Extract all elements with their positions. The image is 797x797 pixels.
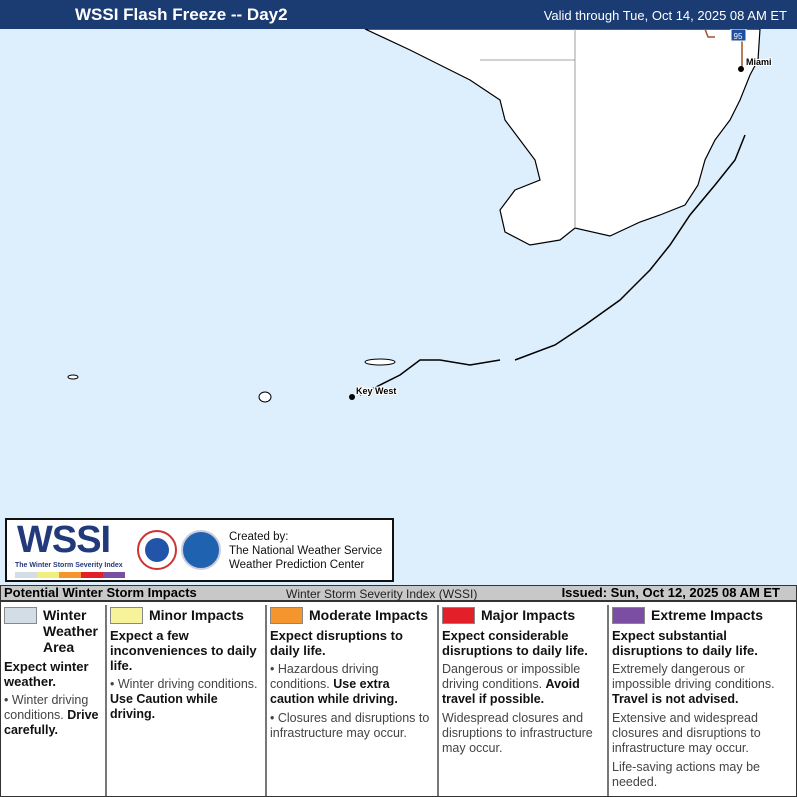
bullet-emphasis: Travel is not advised.	[612, 692, 739, 706]
issued-time: Issued: Sun, Oct 12, 2025 08 AM ET	[561, 585, 780, 600]
impact-expectation: Expect disruptions to daily life.	[270, 628, 403, 658]
nws-logo-icon	[137, 530, 177, 570]
legend-column: Minor Impacts Expect a few inconvenience…	[107, 605, 267, 796]
impact-bullet: Extensive and widespread closures and di…	[612, 711, 793, 756]
island	[258, 391, 272, 403]
impact-bullet: Dangerous or impossible driving conditio…	[442, 662, 604, 707]
bullet-text: Winter driving conditions.	[117, 677, 258, 691]
credits-box: WSSI The Winter Storm Severity Index Cre…	[5, 518, 394, 582]
bullet-text: Extensive and widespread closures and di…	[612, 711, 761, 755]
credit-line: The National Weather Service	[229, 545, 383, 557]
legend-column: Winter Weather Area Expect winter weathe…	[1, 605, 107, 796]
impact-expectation: Expect considerable disruptions to daily…	[442, 628, 588, 658]
impact-bullet: • Winter driving conditions. Use Caution…	[110, 677, 258, 721]
color-swatch	[270, 607, 303, 624]
credit-line: Created by:	[229, 531, 289, 543]
valid-time: Valid through Tue, Oct 14, 2025 08 AM ET	[543, 8, 787, 23]
legend-title: Potential Winter Storm Impacts	[4, 585, 197, 600]
impact-bullet: Life-saving actions may be needed.	[612, 760, 793, 790]
impact-title: Minor Impacts	[149, 607, 244, 623]
county-border	[480, 29, 576, 228]
impact-bullet: Widespread closures and disruptions to i…	[442, 711, 604, 756]
map[interactable]: 95 Miami Key West	[0, 28, 797, 585]
header-bar: WSSI Flash Freeze -- Day2 Valid through …	[0, 0, 797, 29]
mainland	[364, 28, 761, 246]
legend-header: Potential Winter Storm Impacts Winter St…	[0, 585, 797, 601]
wssi-logo: WSSI	[17, 519, 111, 561]
bullet-text: Winter driving conditions.	[4, 693, 89, 722]
impact-title: Winter Weather Area	[43, 607, 98, 655]
impact-title: Major Impacts	[481, 607, 576, 623]
color-swatch	[110, 607, 143, 624]
bullet-text: Extremely dangerous or impossible drivin…	[612, 662, 775, 691]
bullet-emphasis: Use Caution while driving.	[110, 692, 218, 721]
key-west-marker	[349, 394, 355, 400]
lower-keys	[359, 359, 501, 396]
keys	[514, 134, 746, 361]
impact-expectation: Expect winter weather.	[4, 659, 89, 689]
impact-bullet: • Closures and disruptions to infrastruc…	[270, 711, 430, 740]
impact-legend: Winter Weather Area Expect winter weathe…	[0, 601, 797, 797]
color-swatch	[442, 607, 475, 624]
miami-marker	[738, 66, 744, 72]
interstate-shield-icon	[730, 28, 747, 42]
color-swatch	[4, 607, 37, 624]
legend-column: Moderate Impacts Expect disruptions to d…	[267, 605, 439, 796]
legend-column: Extreme Impacts Expect substantial disru…	[609, 605, 796, 796]
bullet-emphasis: Use extra caution while driving.	[270, 677, 398, 706]
index-name: Winter Storm Severity Index (WSSI)	[286, 587, 478, 601]
interstate-label: 95	[734, 32, 743, 41]
island	[364, 358, 396, 366]
impact-bullet: • Hazardous driving conditions. Use extr…	[270, 662, 398, 706]
florida-map: 95 Miami Key West	[67, 28, 773, 403]
island	[67, 374, 79, 380]
bullet-text: Widespread closures and disruptions to i…	[442, 711, 593, 755]
impact-expectation: Expect substantial disruptions to daily …	[612, 628, 758, 658]
bullet-emphasis: Avoid travel if possible.	[442, 677, 580, 706]
bullet-text: Dangerous or impossible driving conditio…	[442, 662, 581, 691]
color-swatch	[612, 607, 645, 624]
bullet-text: Life-saving actions may be needed.	[612, 760, 760, 789]
credit-line: Weather Prediction Center	[229, 559, 365, 571]
map-title: WSSI Flash Freeze -- Day2	[75, 5, 288, 24]
impact-bullet: Extremely dangerous or impossible drivin…	[612, 662, 793, 707]
bullet-text: Hazardous driving conditions.	[270, 662, 379, 691]
impact-bullet: • Winter driving conditions. Drive caref…	[4, 693, 99, 737]
bullet-text: Closures and disruptions to infrastructu…	[270, 711, 430, 740]
impact-title: Extreme Impacts	[651, 607, 764, 623]
noaa-logo-icon	[181, 530, 221, 570]
impact-title: Moderate Impacts	[309, 607, 429, 623]
legend-column: Major Impacts Expect considerable disrup…	[439, 605, 609, 796]
wssi-color-bar	[15, 572, 125, 578]
key-west-label: Key West	[356, 386, 396, 396]
wssi-subtitle: The Winter Storm Severity Index	[15, 562, 123, 569]
miami-label: Miami	[746, 57, 772, 67]
bullet-emphasis: Drive carefully.	[4, 708, 99, 737]
impact-expectation: Expect a few inconveniences to daily lif…	[110, 628, 257, 673]
